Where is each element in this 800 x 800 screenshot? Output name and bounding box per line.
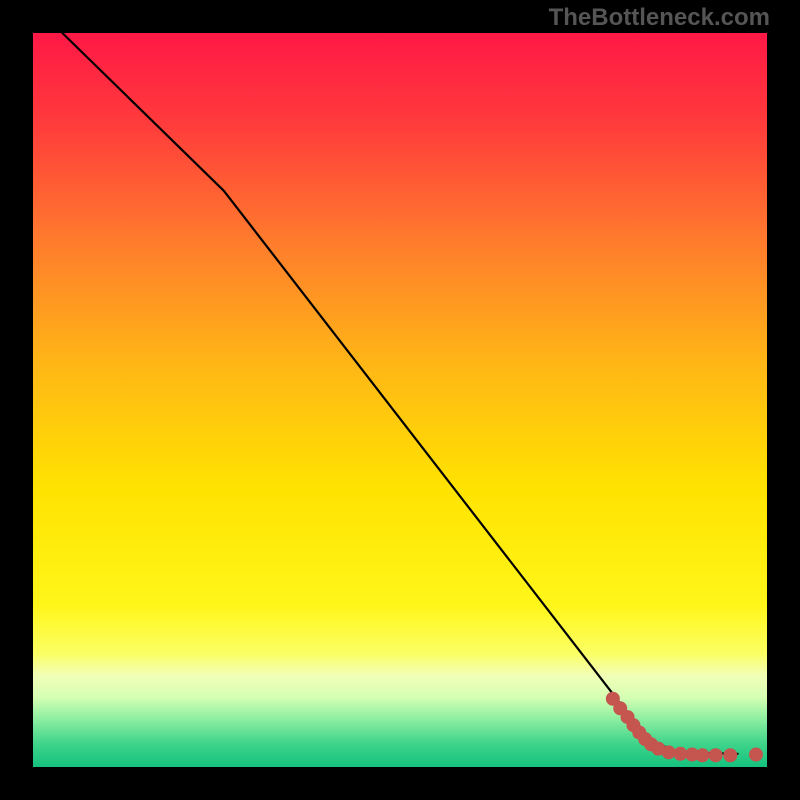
watermark-text: TheBottleneck.com xyxy=(549,4,770,32)
plot-gradient-area xyxy=(33,33,767,767)
